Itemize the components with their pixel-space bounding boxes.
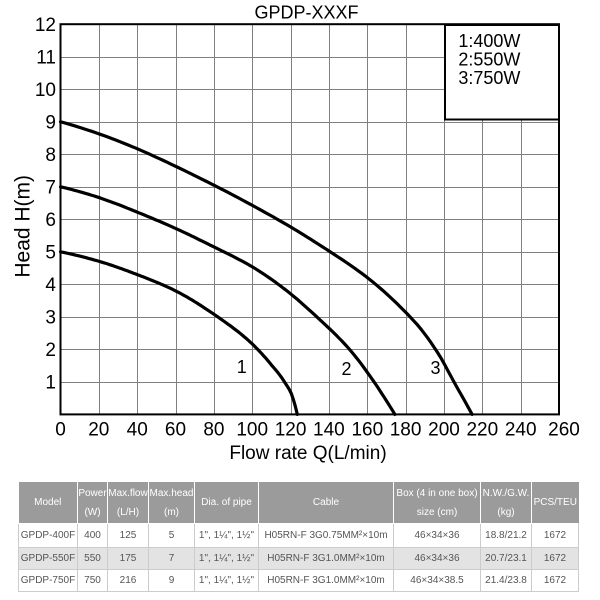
svg-text:0: 0: [55, 420, 66, 441]
svg-text:140: 140: [313, 420, 345, 441]
svg-text:20: 20: [88, 420, 109, 441]
svg-text:1: 1: [237, 357, 247, 377]
svg-text:2: 2: [45, 340, 56, 361]
svg-text:7: 7: [45, 177, 56, 198]
svg-text:1:400W: 1:400W: [458, 31, 520, 51]
svg-text:200: 200: [428, 420, 460, 441]
svg-text:11: 11: [36, 47, 56, 68]
svg-text:Flow rate Q(L/min): Flow rate Q(L/min): [229, 443, 386, 464]
svg-text:1: 1: [45, 373, 56, 394]
svg-text:2: 2: [341, 359, 351, 379]
svg-text:12: 12: [35, 15, 56, 36]
svg-text:100: 100: [236, 420, 268, 441]
svg-text:220: 220: [466, 420, 498, 441]
svg-text:10: 10: [35, 80, 56, 101]
svg-text:80: 80: [203, 420, 224, 441]
svg-text:4: 4: [45, 275, 56, 296]
svg-text:3:750W: 3:750W: [458, 68, 520, 88]
svg-text:8: 8: [45, 145, 56, 166]
svg-text:180: 180: [390, 420, 422, 441]
svg-text:3: 3: [430, 358, 440, 378]
svg-text:GPDP-XXXF: GPDP-XXXF: [254, 3, 358, 23]
svg-text:3: 3: [45, 307, 56, 328]
svg-text:40: 40: [127, 420, 148, 441]
svg-text:160: 160: [351, 420, 383, 441]
svg-text:Head H(m): Head H(m): [12, 175, 35, 278]
svg-text:120: 120: [275, 420, 307, 441]
svg-text:60: 60: [165, 420, 186, 441]
svg-text:5: 5: [45, 242, 56, 263]
svg-text:260: 260: [548, 420, 580, 441]
svg-text:240: 240: [505, 420, 537, 441]
svg-text:9: 9: [45, 112, 56, 133]
svg-text:2:550W: 2:550W: [458, 50, 520, 70]
svg-text:6: 6: [45, 210, 56, 231]
